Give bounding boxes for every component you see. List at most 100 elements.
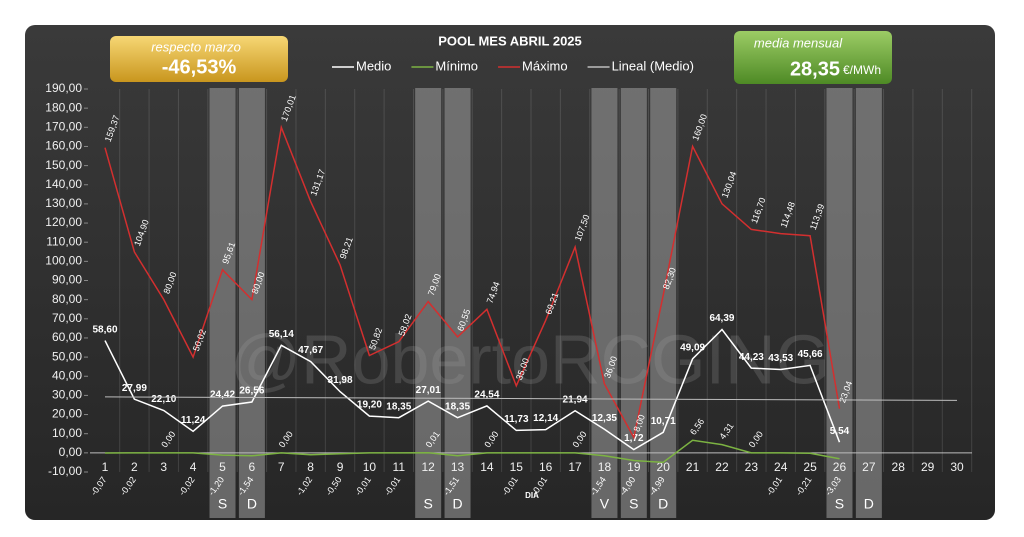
x-tick-label: 13 — [451, 460, 465, 474]
x-tick-label: 22 — [715, 460, 729, 474]
y-tick-label: 140,00 — [45, 177, 82, 191]
data-label: 49,09 — [680, 342, 705, 353]
data-label: 21,94 — [563, 394, 588, 405]
weekend-band — [415, 88, 442, 518]
x-tick-label: 25 — [803, 460, 817, 474]
weekend-label: S — [835, 496, 844, 512]
y-tick-label: 60,00 — [52, 330, 82, 344]
x-tick-label: 30 — [950, 460, 964, 474]
x-tick-label: 17 — [568, 460, 582, 474]
mean-box-unit: €/MWh — [843, 63, 881, 77]
data-label: 12,35 — [592, 413, 617, 424]
legend-label: Máximo — [522, 58, 568, 73]
chart-title: POOL MES ABRIL 2025 — [438, 33, 582, 48]
data-label: 64,39 — [709, 313, 734, 324]
mean-box — [734, 31, 892, 84]
data-label: 24,42 — [210, 390, 235, 401]
weekend-band — [238, 88, 265, 518]
x-tick-label: 2 — [131, 460, 138, 474]
data-label: 56,14 — [269, 329, 294, 340]
legend-label: Mínimo — [435, 58, 478, 73]
data-label: 58,60 — [92, 324, 117, 335]
weekend-label: D — [658, 496, 668, 512]
mean-box-label: media mensual — [754, 35, 843, 50]
y-tick-label: -10,00 — [48, 464, 82, 478]
data-label: 18,35 — [386, 401, 411, 412]
x-axis-label: DIA — [525, 491, 539, 500]
weekend-band — [209, 88, 236, 518]
x-tick-label: 7 — [278, 460, 285, 474]
series-line — [104, 328, 841, 451]
data-label: 44,23 — [739, 352, 764, 363]
weekend-label: V — [600, 496, 610, 512]
legend-label: Medio — [356, 58, 391, 73]
x-tick-label: 8 — [307, 460, 314, 474]
x-tick-label: 29 — [921, 460, 935, 474]
x-tick-label: 21 — [686, 460, 700, 474]
data-label: 11,24 — [181, 415, 206, 426]
x-tick-label: 3 — [160, 460, 167, 474]
watermark: @RobertoRCGING — [230, 320, 830, 398]
x-tick-label: 26 — [833, 460, 847, 474]
y-tick-label: 120,00 — [45, 215, 82, 229]
x-tick-label: 6 — [249, 460, 256, 474]
y-tick-label: 100,00 — [45, 254, 82, 268]
series-line — [104, 439, 840, 464]
data-label: 12,14 — [533, 413, 558, 424]
x-tick-label: 15 — [510, 460, 524, 474]
data-label: 43,53 — [768, 353, 793, 364]
data-label: 11,73 — [504, 414, 529, 425]
y-tick-label: 130,00 — [45, 196, 82, 210]
data-label: 26,56 — [239, 386, 264, 397]
weekend-label: S — [629, 496, 638, 512]
y-tick-label: 20,00 — [52, 407, 82, 421]
x-tick-label: 14 — [480, 460, 494, 474]
panel — [25, 25, 995, 520]
data-label: 18,35 — [445, 401, 470, 412]
change-box-value: -46,53% — [162, 56, 237, 78]
y-tick-label: 40,00 — [52, 368, 82, 382]
x-tick-label: 20 — [657, 460, 671, 474]
y-tick-label: 170,00 — [45, 119, 82, 133]
x-tick-label: 10 — [363, 460, 377, 474]
data-label: 27,99 — [122, 383, 147, 394]
y-tick-label: 180,00 — [45, 100, 82, 114]
x-tick-label: 16 — [539, 460, 553, 474]
y-tick-label: 50,00 — [52, 349, 82, 363]
weekend-band — [444, 88, 471, 518]
weekend-label: S — [218, 496, 227, 512]
x-tick-label: 11 — [393, 460, 406, 474]
y-tick-label: 0,00 — [59, 445, 83, 459]
mean-box-value: 28,35 — [790, 58, 840, 80]
x-tick-label: 27 — [862, 460, 876, 474]
legend-label: Lineal (Medio) — [612, 58, 694, 73]
y-tick-label: 160,00 — [45, 139, 82, 153]
data-label: 31,98 — [328, 375, 353, 386]
change-box — [110, 36, 288, 82]
y-tick-label: 80,00 — [52, 292, 82, 306]
data-label: 24,54 — [474, 389, 499, 400]
data-label: 22,10 — [151, 394, 176, 405]
weekend-band — [591, 88, 618, 518]
x-tick-label: 28 — [892, 460, 906, 474]
weekend-label: D — [864, 496, 874, 512]
y-tick-label: 190,00 — [45, 81, 82, 95]
x-tick-label: 18 — [598, 460, 612, 474]
x-tick-label: 24 — [774, 460, 788, 474]
x-tick-label: 4 — [190, 460, 197, 474]
data-label: 10,71 — [651, 416, 676, 427]
y-tick-label: 150,00 — [45, 158, 82, 172]
weekend-label: D — [452, 496, 462, 512]
x-tick-label: 23 — [745, 460, 759, 474]
y-tick-label: 10,00 — [52, 426, 82, 440]
y-tick-label: 30,00 — [52, 388, 82, 402]
weekend-label: S — [424, 496, 433, 512]
weekend-band — [826, 88, 853, 518]
change-box-label: respecto marzo — [151, 39, 241, 54]
weekend-band — [855, 88, 882, 518]
weekend-label: D — [247, 496, 257, 512]
data-label: 5,54 — [830, 426, 850, 437]
series-line — [104, 124, 841, 440]
